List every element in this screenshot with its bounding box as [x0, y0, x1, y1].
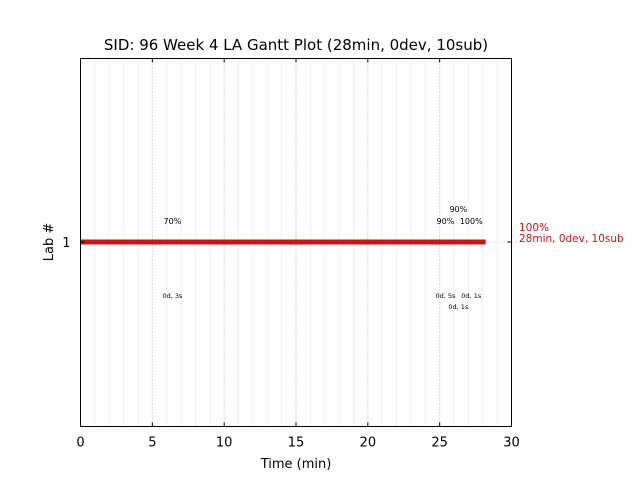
- x-axis-label: Time (min): [260, 457, 332, 472]
- x-tick-label: 30: [503, 436, 520, 451]
- annotation-top-label: 90%: [437, 217, 455, 226]
- x-tick-label: 0: [76, 436, 84, 451]
- bar-end-summary-label: 28min, 0dev, 10sub: [519, 233, 624, 245]
- gantt-bar: [80, 239, 486, 245]
- y-axis-ticks: 1: [62, 236, 512, 251]
- chart-title: SID: 96 Week 4 LA Gantt Plot (28min, 0de…: [104, 36, 488, 54]
- x-tick-label: 25: [431, 436, 448, 451]
- y-tick-label: 1: [62, 236, 70, 251]
- annotation-top-label: 90%: [449, 205, 467, 214]
- annotation-top-label: 100%: [460, 217, 483, 226]
- x-tick-label: 10: [216, 436, 233, 451]
- annotation-bottom-label: 0d, 1s: [461, 292, 482, 300]
- x-tick-label: 20: [360, 436, 377, 451]
- annotation-bottom-label: 0d, 3s: [162, 292, 183, 300]
- x-tick-label: 5: [148, 436, 156, 451]
- annotation-bottom-label: 0d, 5s: [435, 292, 456, 300]
- bar-end-percent-label: 100%: [519, 222, 549, 234]
- annotation-bottom-label: 0d, 1s: [448, 303, 469, 311]
- x-axis-ticks: 0 5 10 15 20 25 30: [76, 58, 520, 451]
- annotations: 70% 90% 90% 100% 0d, 3s 0d, 5s 0d, 1s 0d, 1s: [162, 205, 483, 311]
- y-axis-label: Lab #: [42, 223, 57, 262]
- bars: [80, 239, 486, 245]
- annotation-top-label: 70%: [164, 217, 182, 226]
- x-tick-label: 15: [288, 436, 305, 451]
